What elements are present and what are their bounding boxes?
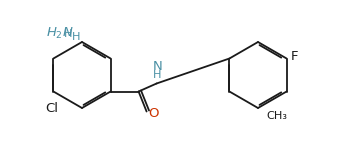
Text: O: O <box>148 107 159 120</box>
Text: F: F <box>291 50 298 63</box>
Text: Cl: Cl <box>45 102 58 114</box>
Text: H: H <box>153 69 162 79</box>
Text: CH₃: CH₃ <box>266 111 287 121</box>
Text: H: H <box>64 29 72 39</box>
Text: N: N <box>153 59 162 73</box>
Text: $H_2N$: $H_2N$ <box>46 25 74 41</box>
Text: H: H <box>72 32 80 42</box>
